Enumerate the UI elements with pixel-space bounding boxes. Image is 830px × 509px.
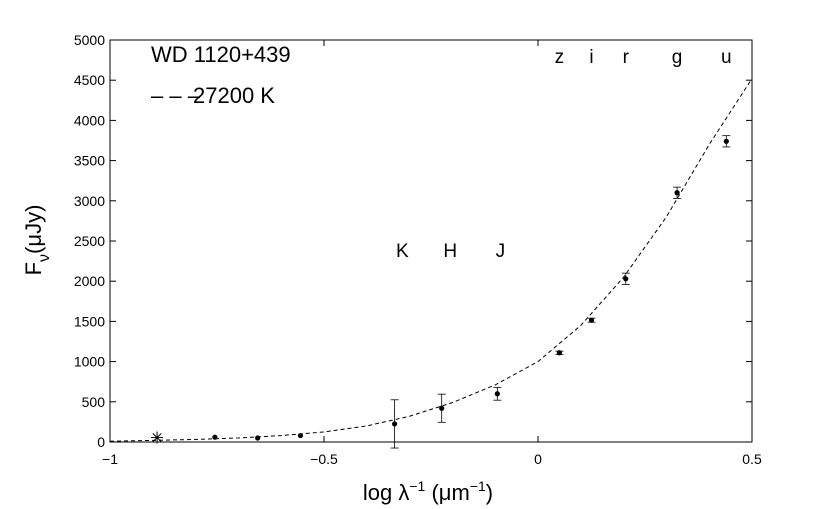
y-axis-title: Fν(μJy) bbox=[21, 205, 53, 276]
y-tick-label: 3000 bbox=[74, 193, 105, 209]
y-tick-label: 1500 bbox=[74, 313, 105, 329]
band-label: z bbox=[555, 47, 565, 68]
data-point bbox=[439, 405, 445, 411]
x-axis-title-unit-sup: −1 bbox=[470, 478, 486, 494]
x-axis-title-sup: −1 bbox=[409, 478, 425, 494]
data-points-layer bbox=[151, 135, 731, 449]
data-point bbox=[588, 317, 595, 323]
x-axis-title-base: log λ bbox=[363, 480, 409, 505]
x-tick-label: −1 bbox=[102, 451, 118, 467]
band-label: i bbox=[589, 47, 593, 68]
data-point bbox=[255, 435, 261, 441]
star-marker-stroke bbox=[152, 432, 162, 443]
x-tick-label: 0 bbox=[534, 451, 542, 467]
y-tick-label: 0 bbox=[97, 434, 105, 450]
x-tick-label: 0.5 bbox=[742, 451, 762, 467]
data-point bbox=[392, 421, 398, 427]
y-axis-title-base: F bbox=[21, 262, 46, 275]
y-tick-label: 1000 bbox=[74, 354, 105, 370]
data-point bbox=[494, 391, 500, 397]
model-curve-layer bbox=[110, 78, 752, 442]
band-label: r bbox=[623, 47, 630, 68]
band-label: g bbox=[672, 47, 683, 68]
band-labels-layer: z i r g u K H J bbox=[396, 47, 732, 262]
legend: WD 1120+439 – – – 27200 K bbox=[151, 42, 291, 108]
band-label: H bbox=[443, 241, 457, 262]
star-marker bbox=[151, 431, 164, 444]
band-label: u bbox=[721, 47, 732, 68]
y-tick-label: 3500 bbox=[74, 153, 105, 169]
ticks-layer: −1 −0.5 0 0.5 0 500 1000 1500 2000 2500 3000 3500 40… bbox=[74, 32, 762, 467]
y-tick-label: 500 bbox=[82, 394, 106, 410]
x-axis-title-unit-close: ) bbox=[486, 480, 493, 505]
data-point bbox=[674, 190, 680, 196]
data-point bbox=[212, 434, 218, 440]
data-point bbox=[297, 432, 304, 439]
data-point bbox=[623, 276, 629, 282]
y-tick-label: 2000 bbox=[74, 273, 105, 289]
y-tick-label: 5000 bbox=[74, 32, 105, 48]
model-curve bbox=[110, 78, 752, 442]
data-point bbox=[556, 350, 563, 356]
y-axis-title-unit: (μJy) bbox=[21, 205, 46, 254]
y-tick-label: 4500 bbox=[74, 72, 105, 88]
y-axis-title-sub: ν bbox=[36, 254, 53, 262]
legend-model-line: – – – bbox=[151, 83, 201, 108]
x-axis-title: log λ−1 (μm−1) bbox=[363, 478, 493, 505]
band-label: J bbox=[496, 241, 506, 262]
legend-model-label: 27200 K bbox=[193, 83, 275, 108]
x-tick-label: −0.5 bbox=[310, 451, 338, 467]
legend-object-name: WD 1120+439 bbox=[151, 42, 291, 67]
x-axis-title-unit-open: (μm bbox=[425, 480, 469, 505]
data-point bbox=[723, 138, 729, 144]
y-tick-label: 2500 bbox=[74, 233, 105, 249]
band-label: K bbox=[396, 241, 409, 262]
y-tick-label: 4000 bbox=[74, 112, 105, 128]
